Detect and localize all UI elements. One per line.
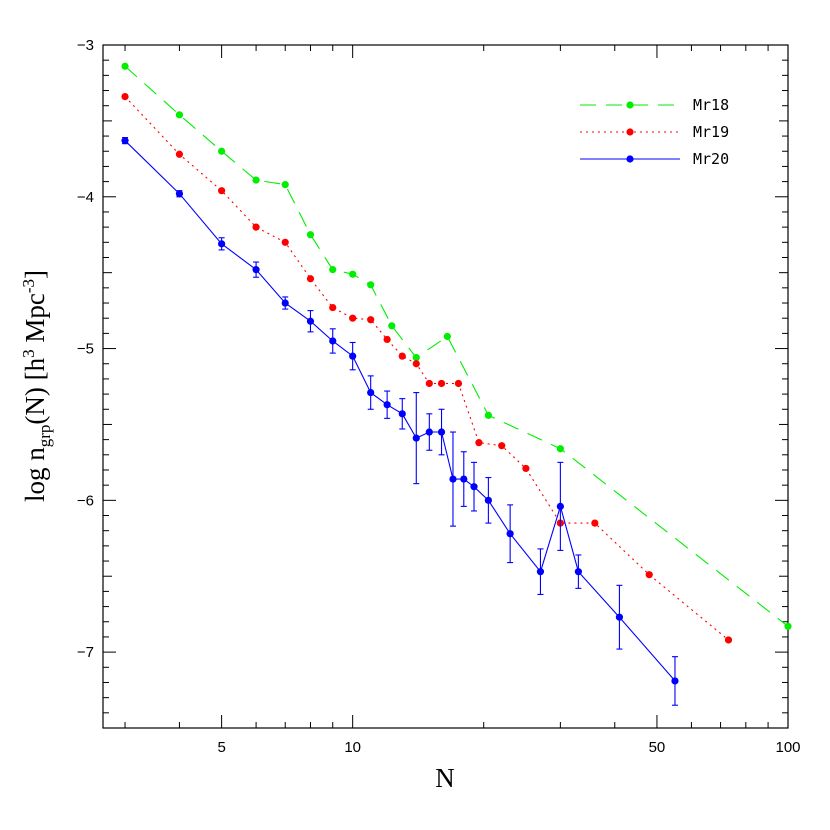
data-point — [281, 181, 289, 189]
series-line — [124, 96, 729, 641]
y-axis-title-sup1: 3 — [19, 349, 38, 358]
data-point — [367, 316, 375, 324]
data-point — [306, 231, 315, 239]
data-point — [175, 190, 184, 198]
data-point — [329, 337, 337, 345]
data-point — [252, 223, 260, 231]
data-point — [281, 238, 289, 246]
data-point — [349, 314, 357, 322]
data-point — [437, 379, 446, 388]
data-point — [556, 502, 564, 511]
legend-entry-Mr20: Mr20 — [580, 150, 729, 168]
y-tick-label: −5 — [77, 341, 94, 358]
y-tick-label: −3 — [77, 37, 94, 54]
data-point — [121, 137, 129, 145]
legend: Mr18 Mr19 Mr20 — [580, 96, 729, 168]
x-tick-label: 50 — [649, 739, 666, 756]
data-point — [412, 360, 420, 368]
legend-entry-Mr18: Mr18 — [580, 96, 729, 114]
legend-label: Mr19 — [693, 123, 729, 141]
data-point — [306, 275, 315, 283]
data-point — [412, 434, 420, 442]
data-point — [175, 111, 184, 119]
series-line — [124, 140, 676, 682]
series-Mr18 — [121, 62, 792, 630]
data-point — [522, 464, 530, 473]
data-point — [383, 401, 391, 409]
data-point — [121, 93, 129, 101]
data-point — [437, 428, 446, 436]
y-tick-labels: −7 −6 −5 −4 −3 — [77, 37, 94, 661]
data-point — [218, 147, 226, 155]
data-point — [412, 354, 420, 362]
y-axis-title: log ngrp(N) [h3 Mpc-3] — [19, 270, 54, 502]
data-point — [349, 352, 357, 360]
data-point — [506, 530, 514, 538]
data-point — [591, 519, 599, 527]
y-tick-label: −4 — [77, 189, 94, 206]
data-point — [367, 281, 375, 289]
data-point — [121, 62, 129, 70]
legend-marker — [626, 101, 634, 109]
data-point — [175, 150, 184, 158]
data-point — [398, 410, 406, 418]
series-Mr19 — [121, 93, 733, 644]
data-point — [425, 428, 433, 436]
data-point — [498, 442, 506, 450]
plot-frame — [102, 44, 789, 729]
series-Mr20 — [121, 137, 679, 706]
data-point — [218, 187, 226, 195]
y-axis-title-sup2: -3 — [19, 279, 38, 293]
data-point — [454, 379, 463, 388]
data-point — [383, 335, 391, 344]
legend-entry-Mr19: Mr19 — [580, 123, 729, 141]
y-axis-title-sub: grp — [35, 425, 54, 448]
data-point — [252, 176, 260, 184]
data-point — [449, 475, 457, 483]
data-point — [460, 475, 468, 483]
data-point — [329, 303, 337, 312]
y-axis-title-mid: Mpc — [20, 293, 50, 349]
data-point — [536, 568, 545, 576]
data-point — [574, 568, 582, 576]
data-point — [398, 352, 406, 360]
legend-marker — [626, 155, 634, 163]
x-tick-label: 5 — [217, 739, 225, 756]
data-point — [218, 240, 226, 248]
y-axis-title-rest: (N) [h — [20, 357, 50, 424]
y-axis-title-end: ] — [20, 270, 50, 279]
data-point — [556, 445, 564, 453]
x-tick-label: 10 — [344, 739, 361, 756]
data-point — [615, 613, 624, 621]
series-layer — [121, 62, 792, 706]
data-point — [425, 379, 433, 388]
legend-marker — [626, 128, 634, 136]
data-point — [252, 266, 260, 274]
data-point — [443, 332, 451, 341]
data-point — [329, 266, 337, 274]
x-tick-label: 100 — [775, 739, 800, 756]
data-point — [475, 439, 483, 447]
data-point — [484, 496, 492, 504]
data-point — [724, 636, 733, 644]
axis-ticks — [103, 44, 789, 729]
data-point — [671, 677, 679, 685]
data-point — [484, 411, 492, 419]
data-point — [784, 622, 792, 630]
y-axis-title-main: log n — [20, 447, 50, 502]
legend-label: Mr18 — [693, 96, 729, 114]
data-point — [388, 322, 396, 330]
data-point — [306, 317, 315, 325]
data-point — [367, 388, 375, 397]
data-point — [645, 571, 653, 579]
data-point — [281, 299, 289, 307]
y-tick-label: −7 — [77, 644, 94, 661]
y-tick-label: −6 — [77, 492, 94, 509]
legend-label: Mr20 — [693, 150, 729, 168]
x-axis-title: N — [435, 763, 455, 793]
data-point — [470, 483, 478, 491]
data-point — [349, 270, 357, 278]
x-tick-labels: 5 10 50 100 — [217, 739, 800, 756]
